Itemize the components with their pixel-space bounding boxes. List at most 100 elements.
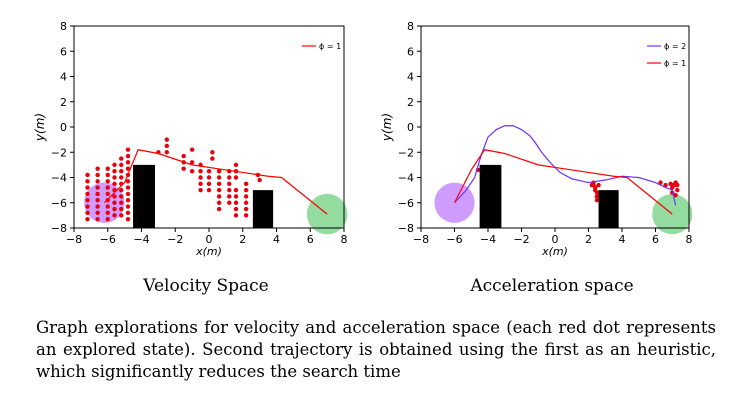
explored-state-dot (227, 187, 232, 193)
velocity-space-plot: −8 −6 −4 −2 0 2 4 6 8 8 6 4 2 0 −2 −4 −6 −8 x(m) y(m) ϕ = 1 (33, 20, 348, 258)
explored-state-dot (85, 179, 90, 184)
x-tick-label: −8 (413, 233, 429, 246)
explored-state-dot (112, 175, 117, 180)
explored-state-dot (233, 187, 239, 193)
explored-state-dot (125, 160, 131, 165)
legend-label: ϕ = 1 (664, 59, 686, 68)
explored-state-dot (233, 194, 239, 199)
x-axis-label: x(m) (195, 245, 222, 258)
explored-state-dot (181, 166, 186, 171)
explored-state-dot (243, 181, 249, 187)
explored-state-dot (125, 204, 131, 209)
explored-state-dot (95, 185, 100, 190)
x-tick-label: 2 (585, 233, 592, 246)
explored-state-dot (594, 194, 600, 199)
explored-state-dot (85, 216, 90, 222)
trajectory-line (454, 125, 677, 206)
explored-state-dot (243, 213, 249, 218)
x-tick-label: 2 (239, 233, 246, 246)
y-tick-label: 8 (60, 20, 67, 33)
explored-state-dot (164, 150, 170, 155)
y-tick-label: 2 (60, 96, 67, 109)
x-tick-label: −2 (513, 233, 529, 246)
y-tick-label: 2 (407, 96, 414, 109)
explored-state-dot (112, 181, 117, 187)
y-tick-label: −6 (51, 197, 67, 210)
explored-state-dot (594, 198, 600, 203)
x-tick-label: 8 (341, 233, 348, 246)
explored-state-dot (125, 198, 131, 203)
explored-state-dot (85, 185, 90, 190)
explored-state-dot (216, 200, 222, 205)
y-tick-label: −8 (51, 222, 67, 235)
x-tick-label: 0 (206, 233, 213, 246)
explored-state-dot (119, 162, 124, 168)
x-tick-label: 0 (552, 233, 559, 246)
explored-state-dot (243, 206, 249, 212)
explored-state-dot (675, 182, 680, 188)
obstacle (252, 190, 274, 228)
explored-state-dot (675, 187, 680, 193)
explored-state-dot (125, 147, 131, 152)
explored-state-dot (95, 172, 100, 178)
explored-state-dot (210, 156, 215, 161)
explored-state-dot (216, 181, 222, 187)
y-axis-label: y(m) (380, 113, 394, 142)
explored-state-dot (95, 210, 100, 216)
obstacle (133, 164, 155, 228)
y-tick-label: 4 (407, 71, 414, 84)
explored-state-dot (589, 182, 595, 188)
explored-state-dot (206, 168, 212, 174)
explored-state-dot (125, 185, 131, 190)
explored-state-dot (243, 187, 249, 193)
y-tick-label: −2 (398, 146, 414, 159)
explored-state-dot (95, 191, 100, 197)
y-tick-label: −4 (398, 172, 414, 185)
explored-state-dot (233, 175, 239, 180)
explored-state-dot (119, 156, 124, 161)
explored-state-dot (233, 213, 239, 218)
explored-state-dot (189, 147, 195, 152)
explored-state-dot (95, 204, 100, 209)
explored-state-dot (257, 177, 262, 183)
legend-label: ϕ = 1 (319, 42, 341, 51)
explored-state-dot (112, 213, 117, 218)
explored-state-dot (119, 194, 124, 199)
explored-state-dot (105, 179, 110, 184)
explored-state-dot (233, 200, 239, 205)
explored-state-dot (216, 194, 222, 199)
explored-state-dot (112, 194, 117, 199)
explored-state-dot (119, 187, 124, 193)
explored-state-dot (216, 206, 222, 212)
explored-state-dot (125, 166, 131, 171)
explored-state-dot (105, 204, 110, 209)
explored-state-dot (112, 162, 117, 168)
acceleration-space-caption: Acceleration space (470, 276, 634, 296)
explored-state-dot (95, 198, 100, 203)
explored-state-dot (119, 213, 124, 218)
x-tick-label: 6 (307, 233, 314, 246)
y-tick-label: −8 (398, 222, 414, 235)
figure-caption: Graph explorations for velocity and acce… (36, 318, 716, 381)
explored-state-dot (164, 137, 170, 142)
explored-state-dot (198, 175, 203, 180)
y-axis-label: y(m) (33, 113, 47, 142)
legend-label: ϕ = 2 (664, 42, 686, 51)
explored-state-dot (85, 191, 90, 197)
x-tick-label: −8 (66, 233, 82, 246)
y-tick-label: −6 (398, 197, 414, 210)
explored-state-dot (216, 168, 222, 174)
explored-state-dot (596, 182, 601, 188)
x-tick-label: −2 (167, 233, 183, 246)
explored-state-dot (119, 200, 124, 205)
y-tick-label: 6 (60, 45, 67, 58)
explored-state-dot (105, 216, 110, 222)
explored-state-dot (105, 172, 110, 178)
explored-state-dot (198, 181, 203, 187)
y-tick-label: 0 (407, 121, 414, 134)
obstacle (598, 190, 619, 228)
x-tick-label: 8 (686, 233, 693, 246)
explored-state-dot (125, 153, 131, 159)
explored-state-dot (216, 187, 222, 193)
